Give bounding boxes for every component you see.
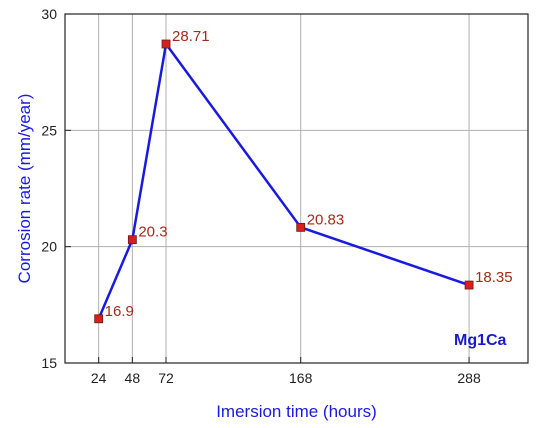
data-point-4 xyxy=(464,280,474,290)
x-tick-label-2: 72 xyxy=(158,370,174,386)
y-axis-label: Corrosion rate (mm/year) xyxy=(15,94,34,284)
data-point-2 xyxy=(161,39,171,49)
x-tick-label-3: 168 xyxy=(289,370,313,386)
data-label-0: 16.9 xyxy=(105,303,134,320)
series-markers xyxy=(94,39,474,324)
x-tick-label-0: 24 xyxy=(91,370,107,386)
data-point-1 xyxy=(127,235,137,245)
series-line xyxy=(97,40,470,320)
y-tick-label-3: 30 xyxy=(41,6,57,22)
data-label-4: 18.35 xyxy=(475,269,513,286)
x-axis-label: Imersion time (hours) xyxy=(216,402,377,421)
y-tick-label-1: 20 xyxy=(41,239,57,255)
y-tick-label-2: 25 xyxy=(41,122,57,138)
data-point-3 xyxy=(296,222,306,232)
data-label-3: 20.83 xyxy=(307,211,345,228)
grid-lines xyxy=(65,13,528,364)
sample-annotation: Mg1Ca xyxy=(454,332,507,349)
axis-ticks: 24 48 72 168 288 15 20 25 30 xyxy=(41,6,481,386)
x-tick-label-4: 288 xyxy=(457,370,481,386)
data-label-2: 28.71 xyxy=(172,28,210,45)
plot-frame xyxy=(64,13,529,364)
x-tick-label-1: 48 xyxy=(125,370,141,386)
data-label-1: 20.3 xyxy=(138,224,167,241)
data-point-0 xyxy=(94,314,104,324)
data-labels: 16.9 20.3 28.71 20.83 18.35 xyxy=(105,28,513,320)
y-tick-label-0: 15 xyxy=(41,355,57,371)
